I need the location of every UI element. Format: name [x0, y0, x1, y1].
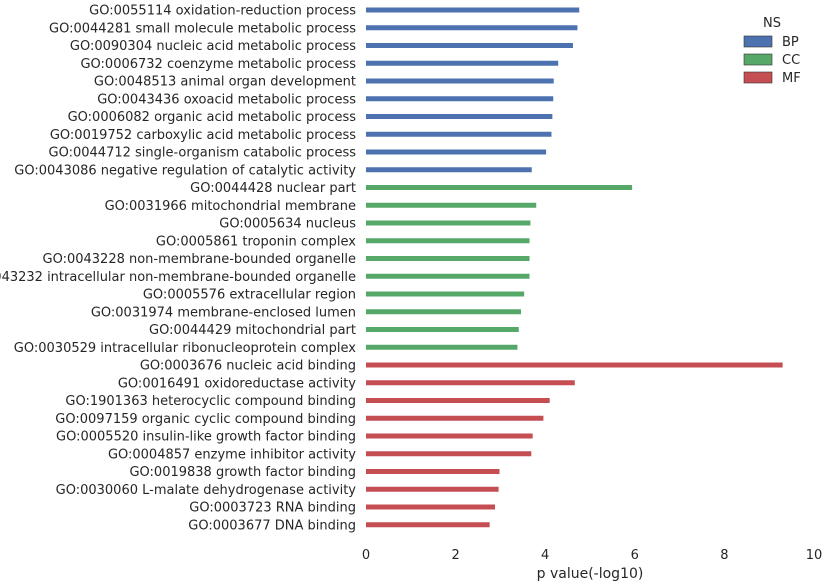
y-tick-label: GO:0019838 growth factor binding: [129, 465, 356, 480]
bar-mf: [366, 433, 533, 439]
y-tick-label: GO:0055114 oxidation-reduction process: [89, 4, 356, 19]
legend-swatch-bp: [743, 35, 773, 48]
legend-swatch-cc: [743, 53, 773, 66]
legend: NS BP CC MF: [743, 16, 801, 86]
bar-cc: [366, 256, 530, 261]
bar-cc: [366, 238, 530, 244]
bar-cc: [366, 327, 519, 332]
bar-mf: [366, 469, 500, 474]
x-tick-label: 6: [631, 548, 639, 563]
y-tick-label: GO:0019752 carboxylic acid metabolic pro…: [50, 128, 356, 143]
y-tick-label: GO:0043086 negative regulation of cataly…: [14, 163, 356, 178]
legend-label-mf: MF: [782, 71, 801, 86]
bar-mf: [366, 398, 550, 403]
bar-bp: [366, 78, 554, 84]
x-tick-label: 8: [720, 548, 728, 563]
y-tick-label: GO:0031966 mitochondrial membrane: [105, 199, 356, 214]
bar-mf: [366, 486, 499, 492]
bar-cc: [366, 273, 530, 279]
y-tick-label: GO:0003677 DNA binding: [188, 518, 356, 533]
bar-cc: [366, 220, 531, 226]
bar-cc: [366, 202, 537, 208]
y-tick-label: GO:0003676 nucleic acid binding: [140, 359, 356, 374]
y-tick-label: GO:0005576 extracellular region: [143, 288, 356, 303]
y-tick-label: GO:0030529 intracellular ribonucleoprote…: [14, 341, 357, 356]
x-tick-label: 4: [541, 548, 549, 563]
y-tick-labels: GO:0055114 oxidation-reduction process GO…: [0, 4, 356, 534]
bar-mf: [366, 522, 490, 528]
bar-cc: [366, 291, 525, 297]
legend-label-bp: BP: [782, 35, 799, 50]
bar-mf: [366, 504, 496, 510]
y-tick-label: GO:0030060 L-malate dehydrogenase activi…: [56, 483, 357, 498]
y-tick-label: GO:0043436 oxoacid metabolic process: [97, 92, 356, 107]
bar-cc: [366, 344, 518, 350]
y-tick-label: GO:0043228 non-membrane-bounded organell…: [43, 252, 357, 267]
y-tick-label: GO:0048513 animal organ development: [94, 75, 356, 90]
bar-mf: [366, 451, 532, 457]
y-tick-label: GO:0003723 RNA binding: [189, 501, 356, 516]
bars-group: [366, 7, 783, 528]
bar-mf: [366, 415, 544, 421]
legend-title: NS: [763, 16, 781, 31]
y-tick-label: GO:0090304 nucleic acid metabolic proces…: [70, 39, 356, 54]
y-tick-label: GO:0016491 oxidoreductase activity: [118, 376, 356, 391]
x-tick-label: 2: [451, 548, 459, 563]
bar-bp: [366, 96, 554, 102]
x-tick-label: 10: [806, 548, 823, 563]
y-tick-label: GO:0097159 organic cyclic compound bindi…: [55, 412, 356, 427]
bar-cc: [366, 309, 522, 315]
y-tick-label: GO:0044428 nuclear part: [190, 181, 356, 196]
y-tick-label: GO:0006082 organic acid metabolic proces…: [68, 110, 357, 125]
bar-bp: [366, 60, 559, 66]
bar-mf: [366, 380, 575, 386]
y-tick-label: GO:0004857 enzyme inhibitor activity: [108, 447, 356, 462]
bar-bp: [366, 114, 553, 119]
y-tick-label: GO:0044429 mitochondrial part: [149, 323, 356, 338]
y-tick-label: GO:0006732 coenzyme metabolic process: [80, 57, 356, 72]
bar-bp: [366, 149, 547, 155]
y-tick-label: GO:0043232 intracellular non-membrane-bo…: [0, 270, 356, 285]
bar-bp: [366, 43, 573, 48]
bar-mf: [366, 362, 783, 368]
legend-label-cc: CC: [782, 53, 800, 68]
x-tick-label: 0: [362, 548, 370, 563]
y-tick-label: GO:0005634 nucleus: [219, 217, 356, 232]
bar-bp: [366, 25, 578, 31]
y-tick-label: GO:1901363 heterocyclic compound binding: [65, 394, 356, 409]
bar-bp: [366, 7, 580, 13]
y-tick-label: GO:0005520 insulin-like growth factor bi…: [56, 430, 356, 445]
y-tick-label: GO:0044281 small molecule metabolic proc…: [49, 21, 356, 36]
bar-bp: [366, 131, 552, 137]
y-tick-label: GO:0044712 single-organism catabolic pro…: [49, 146, 357, 161]
legend-swatch-mf: [743, 71, 773, 84]
x-axis-title: p value(-log10): [537, 566, 644, 582]
bar-cc: [366, 185, 633, 190]
x-tick-labels: 0 2 4 6 8 10: [362, 548, 822, 563]
y-tick-label: GO:0005861 troponin complex: [156, 234, 356, 249]
bar-bp: [366, 167, 532, 173]
y-tick-label: GO:0031974 membrane-enclosed lumen: [91, 305, 356, 320]
